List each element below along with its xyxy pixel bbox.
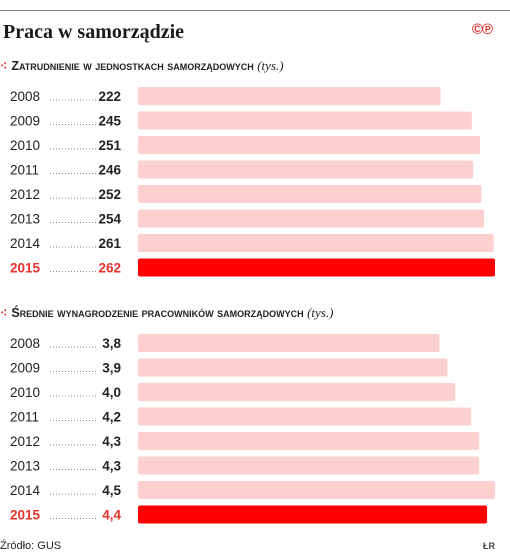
chart1-title: ⁖ Zatrudnienie w jednostkach samorządowyc… (0, 58, 284, 74)
chart2-category-label: 2009 (10, 361, 40, 376)
chart2-value-label: 4,5 (102, 483, 121, 498)
chart2-marker-icon: ⁖ (0, 306, 8, 320)
chart2-category-label: 2013 (10, 459, 40, 474)
chart2-bar (138, 481, 495, 499)
chart2-value-label: 4,3 (102, 459, 121, 474)
page-title: Praca w samorządzie (3, 21, 185, 43)
chart2-category-label: 2015 (10, 508, 41, 523)
chart1-row: 2008 222 (10, 87, 441, 105)
chart2-value-label: 3,9 (102, 361, 121, 376)
chart2-value-label: 4,2 (102, 410, 121, 425)
chart1-bar (138, 136, 481, 154)
chart1-title-text: Zatrudnienie w jednostkach samorządowych (11, 59, 254, 73)
source-note: Źródło: GUS (0, 540, 62, 552)
chart2-value-label: 4,3 (102, 434, 121, 449)
chart2-bar (138, 432, 480, 450)
chart2-title: ⁖ Średnie wynagrodzenie pracowników samor… (0, 305, 333, 321)
chart1-category-label: 2008 (10, 89, 40, 104)
chart1-value-label: 252 (98, 187, 121, 202)
chart2-category-label: 2012 (10, 434, 40, 449)
chart1-marker-icon: ⁖ (0, 59, 8, 73)
chart1-unit: (tys.) (257, 58, 284, 73)
chart2-bar (138, 505, 488, 524)
chart1-row: 2009 245 (10, 111, 472, 130)
salary-chart: 2008 3,8 2009 3,9 2010 4,0 2011 4,2 2012 4,3 2013 4… (10, 334, 495, 524)
chart2-unit: (tys.) (307, 305, 334, 320)
chart1-category-label: 2009 (10, 114, 40, 129)
chart2-bar (138, 456, 480, 475)
chart1-category-label: 2010 (10, 138, 40, 153)
chart1-row: 2010 251 (10, 136, 481, 154)
chart1-row: 2014 261 (10, 234, 494, 252)
chart1-category-label: 2015 (10, 261, 41, 276)
chart2-row: 2011 4,2 (10, 407, 472, 426)
chart2-category-label: 2010 (10, 385, 40, 400)
chart2-bar (138, 358, 448, 377)
chart2-row: 2013 4,3 (10, 456, 480, 475)
chart1-value-label: 261 (98, 236, 121, 251)
chart2-row: 2012 4,3 (10, 432, 480, 450)
chart2-value-label: 4,4 (102, 508, 121, 523)
chart1-category-label: 2012 (10, 187, 40, 202)
chart2-row: 2015 4,4 (10, 505, 488, 524)
chart1-bar (138, 209, 485, 228)
chart1-row: 2015 262 (10, 258, 495, 277)
chart2-title-text: Średnie wynagrodzenie pracowników samorz… (11, 306, 304, 320)
chart1-value-label: 222 (98, 89, 121, 104)
chart2-category-label: 2014 (10, 483, 41, 498)
chart2-row: 2008 3,8 (10, 334, 440, 352)
chart2-category-label: 2008 (10, 336, 40, 351)
chart1-row: 2011 246 (10, 160, 474, 179)
chart2-bar (138, 407, 472, 426)
chart1-value-label: 245 (98, 114, 121, 129)
chart2-value-label: 4,0 (102, 385, 121, 400)
copyright-logo: ©℗ (471, 21, 493, 38)
top-rule (0, 10, 510, 11)
chart1-category-label: 2014 (10, 236, 41, 251)
chart1-row: 2013 254 (10, 209, 485, 228)
chart1-value-label: 262 (98, 261, 121, 276)
chart1-category-label: 2011 (10, 163, 39, 178)
chart1-bar (138, 258, 495, 277)
chart1-bar (138, 160, 474, 179)
chart1-value-label: 254 (98, 212, 121, 227)
chart2-row: 2010 4,0 (10, 383, 456, 401)
chart1-value-label: 246 (98, 163, 121, 178)
chart1-bar (138, 234, 494, 252)
chart2-value-label: 3,8 (102, 336, 121, 351)
chart1-bar (138, 111, 472, 130)
chart2-bar (138, 334, 440, 352)
chart2-row: 2014 4,5 (10, 481, 495, 499)
chart2-category-label: 2011 (10, 410, 39, 425)
chart2-row: 2009 3,9 (10, 358, 448, 377)
chart1-row: 2012 252 (10, 185, 482, 203)
chart1-bar (138, 87, 441, 105)
chart1-value-label: 251 (98, 138, 121, 153)
author-initials: ŁR (483, 541, 495, 551)
chart1-bar (138, 185, 482, 203)
chart2-bar (138, 383, 456, 401)
chart1-category-label: 2013 (10, 212, 40, 227)
